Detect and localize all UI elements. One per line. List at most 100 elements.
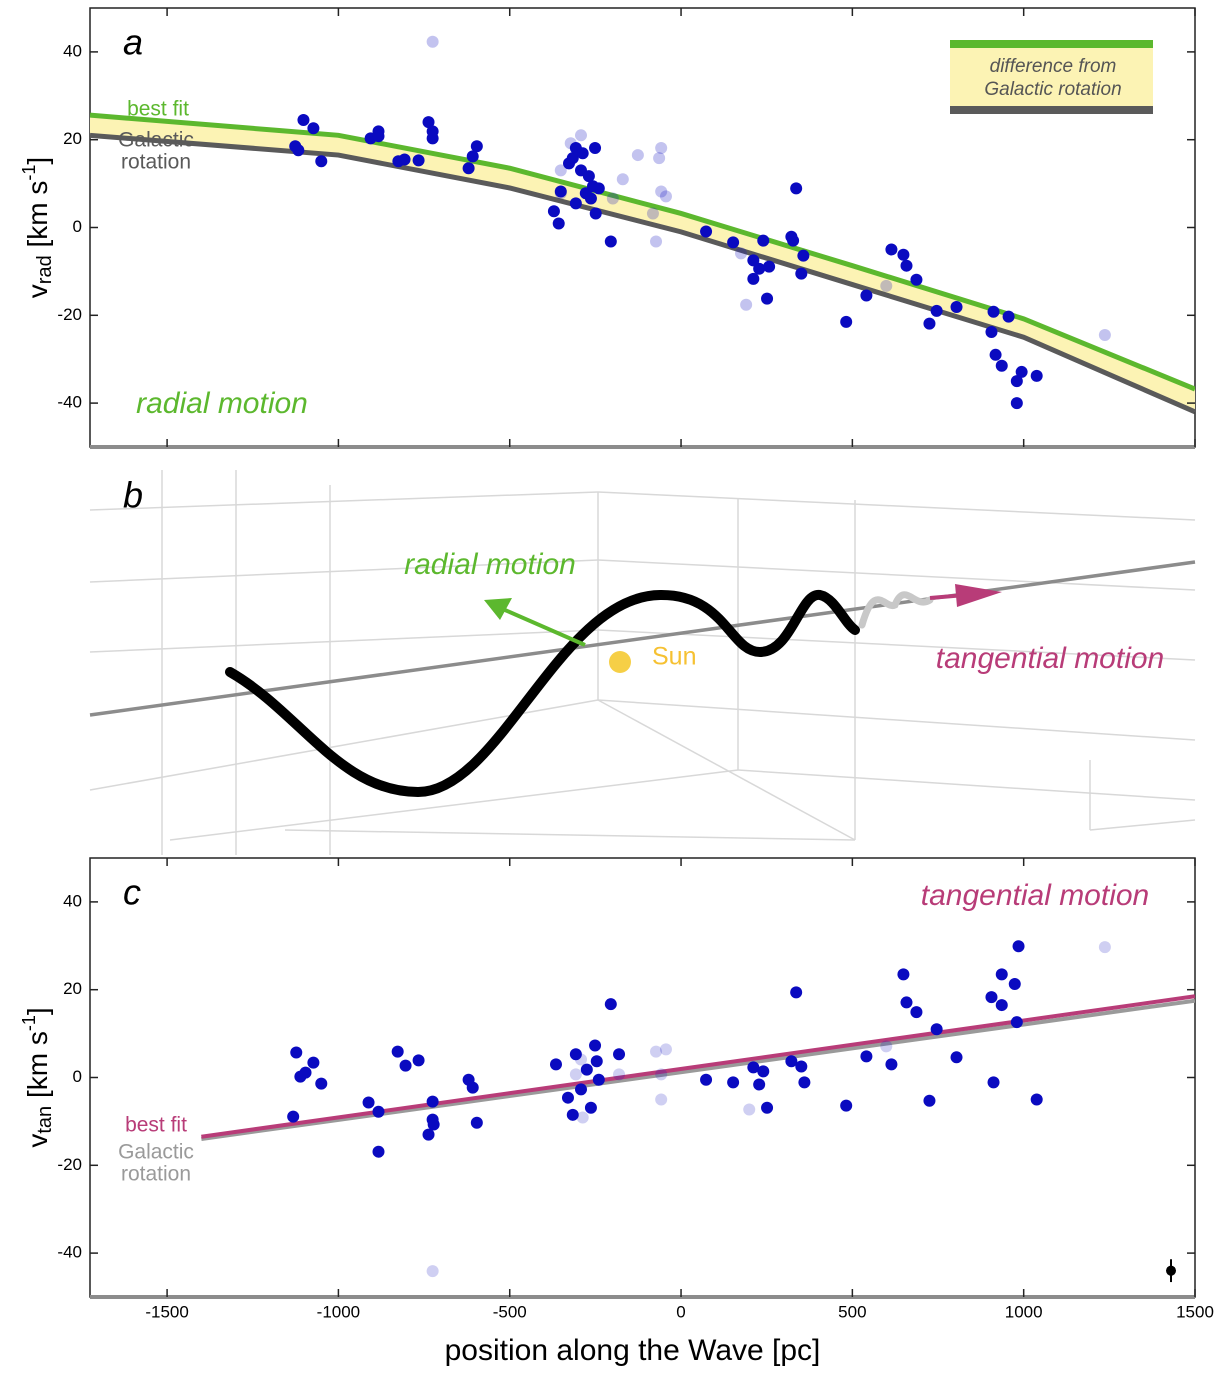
data-point [655,142,668,155]
data-point [653,152,666,165]
data-point [566,152,579,165]
data-point [840,1099,853,1112]
wave-curve [225,589,860,798]
legend-top [950,40,1153,48]
data-point [655,1068,668,1081]
data-point [592,1073,605,1086]
data-point [584,192,597,205]
x-tick-label: -500 [493,1302,527,1321]
data-point [589,207,602,220]
data-point [1012,940,1025,953]
data-point [757,234,770,247]
data-point [549,1058,562,1071]
x-tick-label: 1000 [1005,1302,1043,1321]
y-tick-label: 0 [73,1067,82,1086]
data-point [930,304,943,317]
data-point [426,1265,439,1278]
data-point [885,243,898,256]
y-label-sub: rad [34,255,56,284]
data-point [426,125,439,138]
legend-text: difference from [990,56,1117,77]
data-point [569,197,582,210]
data-point [785,1055,798,1068]
legend-band [950,48,1153,106]
data-point [631,149,644,162]
wave-curve-faded [858,591,934,629]
data-point [561,1091,574,1104]
tangential-arrow-head [955,584,1002,607]
data-point [923,317,936,330]
data-point [391,1045,404,1058]
data-point [797,249,810,262]
data-point [470,1116,483,1129]
y-tick-label: 40 [63,41,82,60]
data-point [604,235,617,248]
data-point [995,999,1008,1012]
data-point [606,192,619,205]
y-label-part: ] [22,1007,53,1015]
data-point [787,234,800,247]
y-label-part: [km s [22,181,53,256]
y-label-part: [km s [22,1031,53,1106]
model-line [90,132,1195,415]
y-tick-label: 20 [63,129,82,148]
data-point [412,1054,425,1067]
data-point [659,1043,672,1056]
data-point [790,986,803,999]
data-point [569,1048,582,1061]
data-point [790,182,803,195]
data-point [987,1076,1000,1089]
y-axis-label: vrad [km s-1] [19,157,57,298]
line-label: rotation [121,1163,191,1186]
panel-label: b [123,475,143,516]
data-point [552,217,565,230]
data-point [584,1101,597,1114]
data-point [897,968,910,981]
tangential-label: tangential motion [936,642,1165,675]
data-point [655,1093,668,1106]
model-line [201,994,1195,1139]
data-point [422,1128,435,1141]
y-tick-label: 0 [73,217,82,236]
panel-b: b radial motion Sun tangential motion [89,470,1196,855]
data-point [989,348,1002,361]
radial-label: radial motion [404,548,576,581]
wave-axis [89,560,1196,717]
data-point [753,262,766,275]
data-point [650,235,663,248]
error-point [1166,1265,1177,1276]
data-point [1010,397,1023,410]
data-point [569,1068,582,1081]
motion-label: tangential motion [921,879,1150,912]
data-point [613,1048,626,1061]
data-point [589,142,602,155]
data-point [727,1076,740,1089]
y-tick-label: 40 [63,891,82,910]
data-point [554,185,567,198]
data-point [399,1059,412,1072]
data-point [910,273,923,286]
data-point [1030,1093,1043,1106]
data-point [885,1058,898,1071]
y-label-part: v [22,1134,53,1148]
data-point [297,113,310,126]
data-point [747,254,760,267]
data-point [897,248,910,261]
data-point [1010,375,1023,388]
data-point [592,182,605,195]
legend-bottom [950,106,1153,114]
data-point [840,315,853,328]
data-point [646,207,659,220]
data-point [547,205,560,218]
data-point [659,190,672,203]
data-point [763,260,776,273]
radial-arrow-head [484,598,512,620]
x-tick-label: -1000 [317,1302,360,1321]
data-point [315,155,328,168]
data-point [1008,977,1021,990]
data-point [747,1061,760,1074]
data-point [287,1110,300,1123]
data-point [795,1060,808,1073]
data-point [422,116,435,129]
